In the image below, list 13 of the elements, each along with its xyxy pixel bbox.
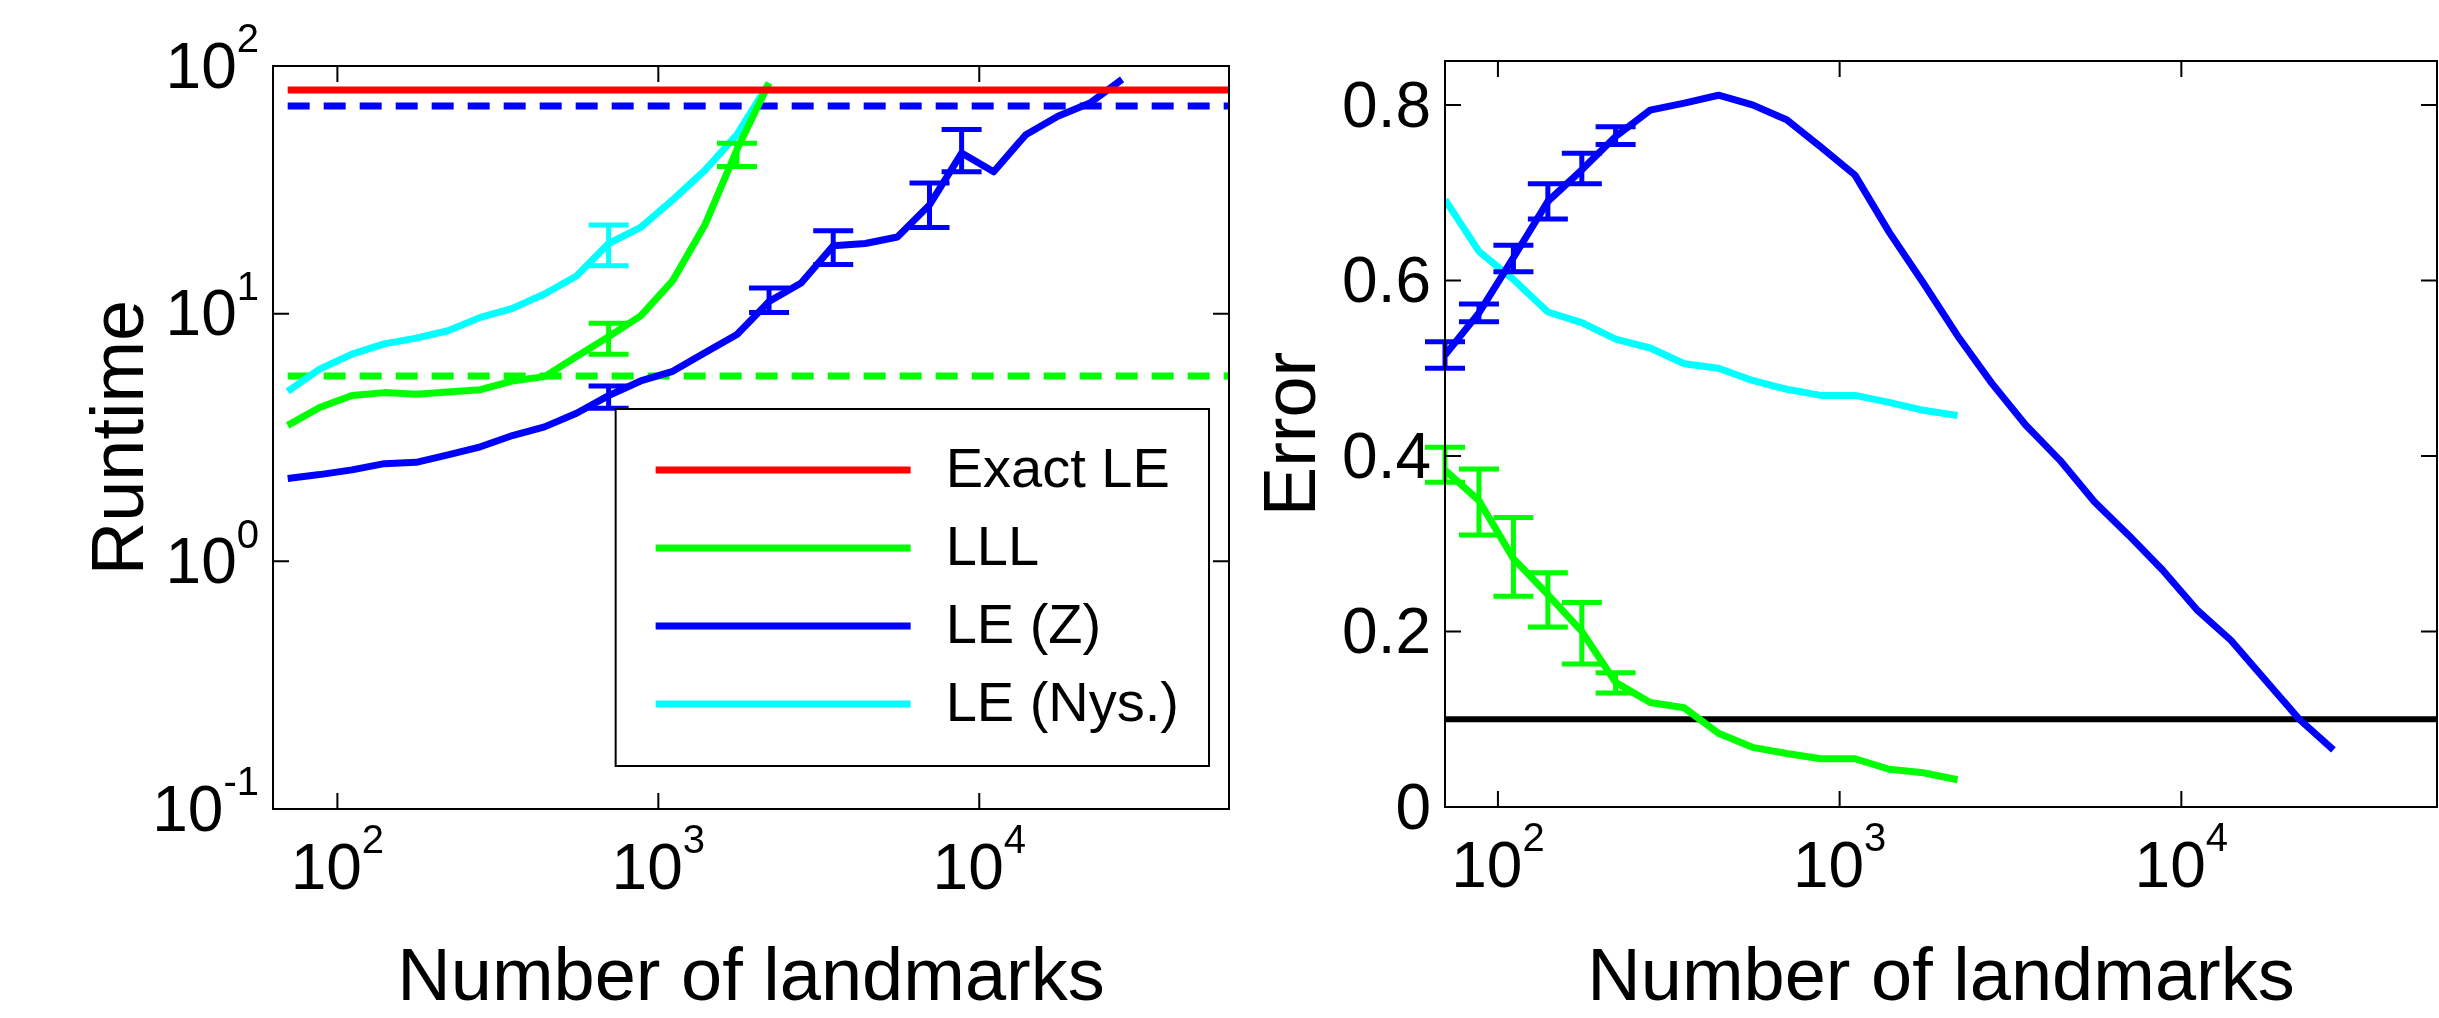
legend-label: LE (Nys.)	[945, 670, 1180, 734]
y-tick-label: 0.8	[1342, 68, 1431, 141]
y-tick-label: 0	[1395, 770, 1431, 843]
x-axis-title: Number of landmarks	[1587, 933, 2295, 1016]
legend-label: Exact LE	[945, 436, 1170, 500]
y-tick-label: 0.2	[1342, 595, 1431, 668]
y-tick-label: 0.4	[1342, 419, 1431, 492]
y-axis-title: Error	[1248, 351, 1332, 517]
legend-label: LE (Z)	[945, 592, 1102, 656]
x-axis-title: Number of landmarks	[397, 933, 1105, 1016]
y-axis-title: Runtime	[76, 299, 160, 576]
y-tick-label: 0.6	[1342, 244, 1431, 317]
legend-label: LLL	[945, 514, 1040, 578]
